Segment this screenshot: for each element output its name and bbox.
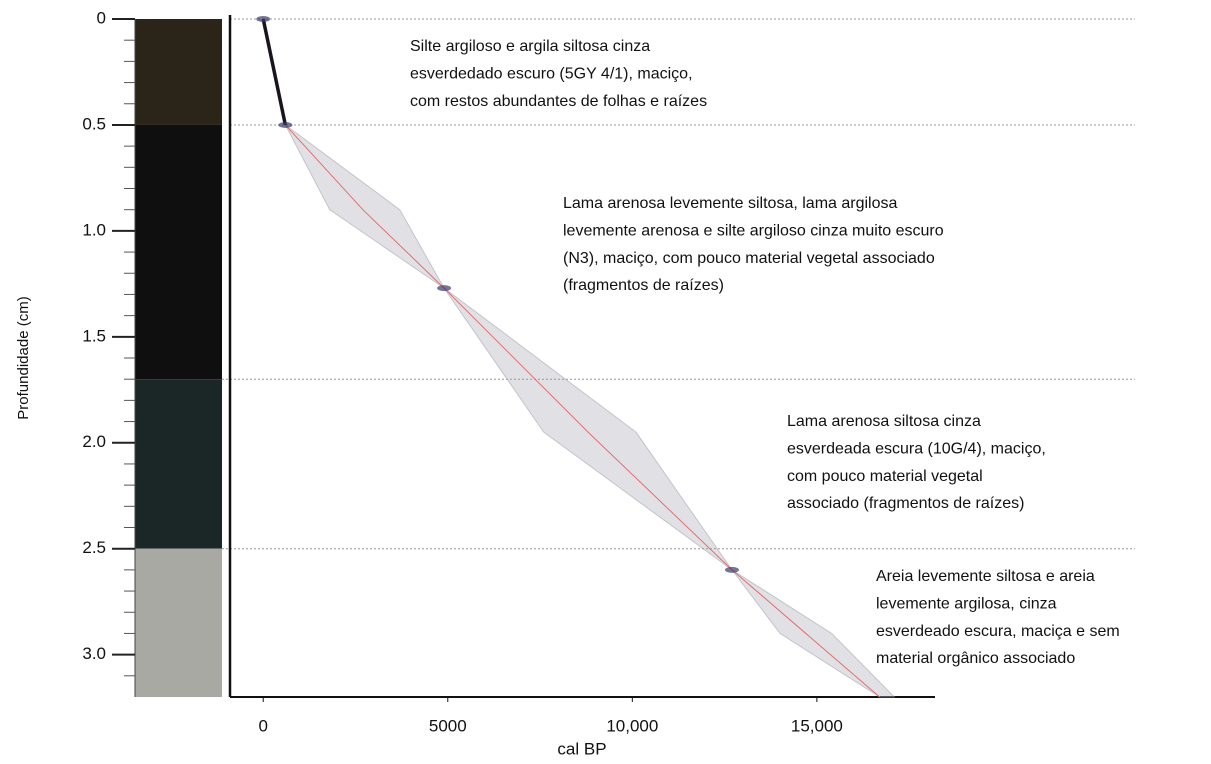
uncertainty-envelope <box>262 18 896 698</box>
facies-description: (fragmentos de raízes) <box>563 277 724 294</box>
facies-description: com pouco material vegetal <box>787 468 983 485</box>
top-segment <box>261 18 288 126</box>
facies-description: levemente argilosa, cinza <box>876 596 1057 613</box>
x-tick-label: 5000 <box>429 716 467 735</box>
age-model-line <box>262 18 880 698</box>
y-tick-label: 2.5 <box>82 538 106 557</box>
facies-description: Lama arenosa siltosa cinza <box>787 413 981 430</box>
x-tick-label: 15,000 <box>791 716 843 735</box>
dated-point <box>437 285 452 292</box>
x-tick-label: 0 <box>258 716 267 735</box>
facies-description: material orgânico associado <box>876 650 1075 667</box>
facies-description: esverdeado escura, maciça e sem <box>876 623 1120 640</box>
y-tick-label: 1.5 <box>82 326 106 345</box>
facies-description: Areia levemente siltosa e areia <box>876 568 1095 585</box>
facies-description: com restos abundantes de folhas e raízes <box>410 93 707 110</box>
facies-description: levemente arenosa e silte argiloso cinza… <box>563 223 944 240</box>
y-axis-label: Profundidade (cm) <box>15 296 32 419</box>
y-tick-label: 3.0 <box>82 644 106 663</box>
facies-description: (N3), maciço, com pouco material vegetal… <box>563 250 935 267</box>
core-segment <box>135 379 222 549</box>
core-segment <box>135 19 222 125</box>
y-tick-label: 0.5 <box>82 114 106 133</box>
x-tick-label: 10,000 <box>606 716 658 735</box>
dated-point <box>724 566 739 573</box>
y-tick-label: 2.0 <box>82 432 106 451</box>
y-tick-label: 0 <box>97 8 106 27</box>
facies-description: esverdedado escuro (5GY 4/1), maciço, <box>410 66 693 83</box>
x-axis-label: cal BP <box>557 739 606 758</box>
dated-point <box>256 16 271 22</box>
facies-description: Lama arenosa levemente siltosa, lama arg… <box>563 195 898 212</box>
dated-point <box>278 121 293 128</box>
core-segment <box>135 124 222 380</box>
core-segment <box>135 548 222 697</box>
facies-description: associado (fragmentos de raízes) <box>787 495 1024 512</box>
y-tick-label: 1.0 <box>82 220 106 239</box>
facies-description: Silte argiloso e argila siltosa cinza <box>410 38 650 55</box>
facies-description: esverdeada escura (10G/4), maciço, <box>787 441 1046 458</box>
